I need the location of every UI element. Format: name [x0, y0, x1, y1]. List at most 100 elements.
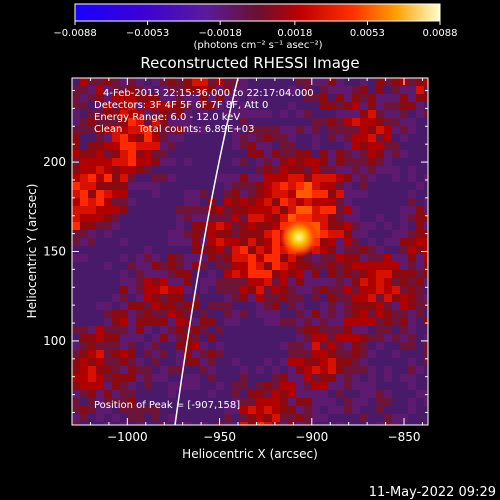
heatmap-cell [320, 326, 328, 334]
heatmap-cell [312, 166, 320, 174]
heatmap-cell [256, 286, 264, 294]
heatmap-cell [184, 254, 192, 262]
heatmap-cell [416, 262, 424, 270]
heatmap-cell [232, 286, 240, 294]
heatmap-cell [264, 174, 272, 182]
heatmap-cell [288, 358, 296, 366]
heatmap-cell [360, 246, 368, 254]
heatmap-cell [168, 414, 176, 422]
heatmap-cell [80, 198, 88, 206]
heatmap-cell [80, 350, 88, 358]
heatmap-cell [280, 262, 288, 270]
heatmap-cell [136, 366, 144, 374]
heatmap-cell [232, 254, 240, 262]
heatmap-cell [144, 318, 152, 326]
heatmap-cell [320, 254, 328, 262]
heatmap-cell [128, 286, 136, 294]
heatmap-cell [296, 302, 304, 310]
heatmap-cell [312, 374, 320, 382]
heatmap-cell [232, 182, 240, 190]
heatmap-cell [368, 262, 376, 270]
heatmap-cell [120, 182, 128, 190]
heatmap-cell [320, 222, 328, 230]
heatmap-cell [192, 206, 200, 214]
heatmap-cell [368, 318, 376, 326]
heatmap-cell [312, 246, 320, 254]
heatmap-cell [424, 390, 428, 398]
heatmap-cell [136, 278, 144, 286]
heatmap-cell [280, 254, 288, 262]
heatmap-cell [368, 126, 376, 134]
heatmap-cell [408, 126, 416, 134]
heatmap-cell [384, 126, 392, 134]
heatmap-cell [88, 166, 96, 174]
heatmap-cell [280, 166, 288, 174]
heatmap-cell [320, 318, 328, 326]
heatmap-cell [288, 398, 296, 406]
heatmap-cell [184, 102, 192, 110]
heatmap-cell [360, 342, 368, 350]
heatmap-cell [328, 270, 336, 278]
heatmap-cell [288, 286, 296, 294]
heatmap-cell [104, 110, 112, 118]
heatmap-cell [96, 342, 104, 350]
heatmap-cell [376, 302, 384, 310]
heatmap-cell [296, 286, 304, 294]
heatmap-cell [240, 214, 248, 222]
heatmap-cell [96, 110, 104, 118]
heatmap-cell [144, 158, 152, 166]
heatmap-cell [328, 334, 336, 342]
heatmap-cell [336, 198, 344, 206]
heatmap-cell [392, 110, 400, 118]
heatmap-cell [384, 366, 392, 374]
heatmap-cell [352, 366, 360, 374]
heatmap-cell [360, 326, 368, 334]
heatmap-cell [344, 190, 352, 198]
heatmap-cell [344, 326, 352, 334]
heatmap-cell [280, 422, 288, 425]
heatmap-cell [392, 118, 400, 126]
heatmap-cell [176, 254, 184, 262]
heatmap-cell [80, 150, 88, 158]
heatmap-cell [120, 94, 128, 102]
heatmap-cell [192, 246, 200, 254]
heatmap-cell [128, 390, 136, 398]
heatmap-cell [296, 190, 304, 198]
heatmap-cell [152, 190, 160, 198]
heatmap-cell [128, 262, 136, 270]
heatmap-cell [368, 278, 376, 286]
heatmap-cell [136, 270, 144, 278]
heatmap-cell [152, 302, 160, 310]
heatmap-cell [368, 142, 376, 150]
heatmap-cell [104, 174, 112, 182]
heatmap-cell [360, 182, 368, 190]
heatmap-cell [232, 222, 240, 230]
heatmap-cell [416, 238, 424, 246]
heatmap-cell [368, 350, 376, 358]
heatmap-cell [408, 238, 416, 246]
heatmap-cell [152, 126, 160, 134]
heatmap-cell [392, 318, 400, 326]
heatmap-cell [408, 302, 416, 310]
heatmap-cell [312, 134, 320, 142]
heatmap-cell [408, 254, 416, 262]
heatmap-cell [256, 254, 264, 262]
heatmap-cell [328, 366, 336, 374]
heatmap-cell [208, 238, 216, 246]
heatmap-cell [336, 302, 344, 310]
heatmap-cell [256, 198, 264, 206]
heatmap-cell [320, 310, 328, 318]
heatmap-cell [88, 198, 96, 206]
colorbar-tick-label: 0.0018 [277, 28, 312, 39]
heatmap-cell [240, 254, 248, 262]
heatmap-cell [120, 326, 128, 334]
heatmap-cell [200, 286, 208, 294]
heatmap-cell [256, 398, 264, 406]
heatmap-cell [232, 310, 240, 318]
heatmap-cell [168, 366, 176, 374]
heatmap-cell [248, 270, 256, 278]
heatmap-cell [360, 318, 368, 326]
heatmap-cell [328, 262, 336, 270]
heatmap-cell [128, 358, 136, 366]
heatmap-cell [376, 158, 384, 166]
